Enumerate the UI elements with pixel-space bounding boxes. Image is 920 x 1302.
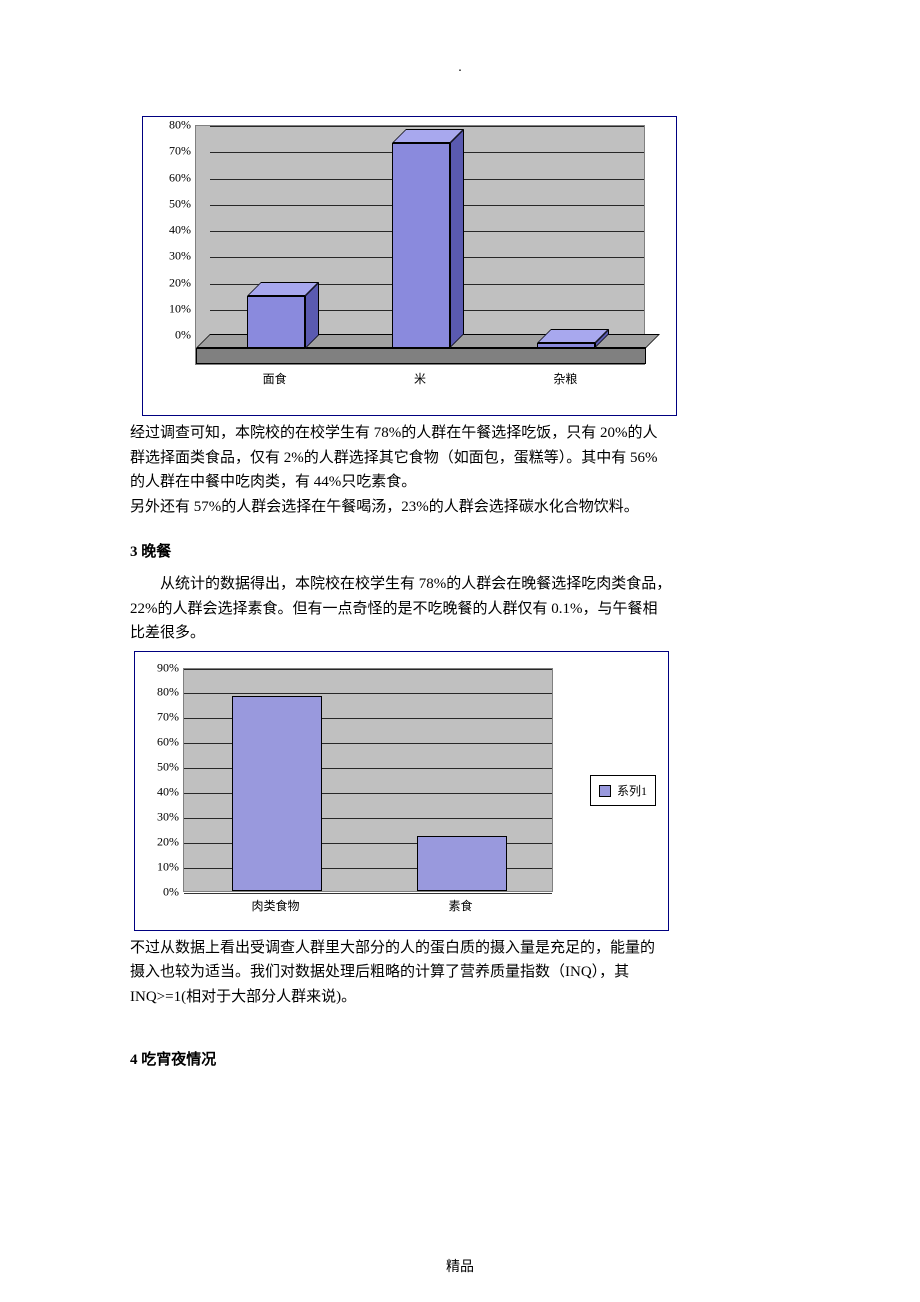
chart2-legend: 系列1	[590, 775, 656, 806]
chart1-y-labels: 0%10%20%30%40%50%60%70%80%	[155, 125, 193, 365]
para3-line1: 不过从数据上看出受调查人群里大部分的人的蛋白质的摄入量是充足的，能量的	[130, 937, 790, 960]
chart2-x-tick: 素食	[368, 897, 553, 914]
chart2-wrap: 0%10%20%30%40%50%60%70%80%90% 肉类食物素食	[143, 668, 580, 914]
chart2-y-tick: 30%	[157, 809, 179, 824]
chart1-wrap: 0%10%20%30%40%50%60%70%80% 面食米杂粮	[155, 125, 645, 387]
chart2-plot-area	[183, 668, 553, 892]
chart2-bar	[232, 696, 322, 890]
chart2-x-tick: 肉类食物	[183, 897, 368, 914]
chart2-y-tick: 60%	[157, 735, 179, 750]
chart1-y-tick: 0%	[175, 328, 191, 343]
header-dot: .	[130, 60, 790, 76]
chart2-x-labels: 肉类食物素食	[183, 897, 553, 914]
footer-text: 精品	[0, 1256, 920, 1276]
heading-dinner: 3 晚餐	[130, 540, 790, 561]
para1-line4: 另外还有 57%的人群会选择在午餐喝汤，23%的人群会选择碳水化合物饮料。	[130, 496, 790, 519]
chart1-bar	[392, 129, 464, 348]
chart1-x-tick: 杂粮	[493, 370, 638, 387]
para3-line3: INQ>=1(相对于大部分人群来说)。	[130, 986, 790, 1009]
chart2-y-labels: 0%10%20%30%40%50%60%70%80%90%	[143, 668, 181, 892]
chart1-x-tick: 面食	[202, 370, 347, 387]
chart2-y-tick: 90%	[157, 660, 179, 675]
chart2-y-tick: 70%	[157, 710, 179, 725]
para3-line2: 摄入也较为适当。我们对数据处理后粗略的计算了营养质量指数（INQ），其	[130, 961, 790, 984]
para1-line3: 的人群在中餐中吃肉类，有 44%只吃素食。	[130, 471, 790, 494]
legend-swatch	[599, 785, 611, 797]
chart1-y-tick: 10%	[169, 301, 191, 316]
chart2-y-tick: 0%	[163, 884, 179, 899]
chart1-y-tick: 40%	[169, 223, 191, 238]
legend-label: 系列1	[617, 782, 647, 799]
chart1-x-tick: 米	[347, 370, 492, 387]
chart2-y-tick: 10%	[157, 859, 179, 874]
para2-line3: 比差很多。	[130, 622, 790, 645]
chart-lunch-staple: 0% 10% 20% 30% 40% 50% 60% 70% 80% 面食米杂粮	[142, 116, 677, 416]
document-page: . 0% 10% 20% 30% 40% 50% 60% 70% 80% 面食米杂粮 经过调查可…	[0, 0, 920, 1302]
para1-line2: 群选择面类食品，仅有 2%的人群选择其它食物（如面包，蛋糕等）。其中有 56%	[130, 447, 790, 470]
chart2-y-tick: 40%	[157, 784, 179, 799]
chart2-y-tick: 50%	[157, 760, 179, 775]
chart1-x-labels: 面食米杂粮	[195, 370, 645, 387]
chart1-y-tick: 60%	[169, 170, 191, 185]
chart1-bar	[247, 282, 319, 349]
chart1-y-tick: 30%	[169, 249, 191, 264]
chart2-y-tick: 80%	[157, 685, 179, 700]
chart1-y-tick: 80%	[169, 118, 191, 133]
chart2-y-tick: 20%	[157, 834, 179, 849]
chart2-bar	[417, 836, 507, 891]
chart-dinner-food: 0% 10% 20% 30% 40% 50% 60% 70% 80% 90% 肉类食物素食 系列1	[134, 651, 669, 931]
para1-line1: 经过调查可知，本院校的在校学生有 78%的人群在午餐选择吃饭，只有 20%的人	[130, 422, 790, 445]
chart1-y-tick: 20%	[169, 275, 191, 290]
chart1-y-tick: 70%	[169, 144, 191, 159]
chart1-bar	[537, 329, 609, 348]
chart1-plot-area	[195, 125, 645, 365]
para2-line1: 从统计的数据得出，本院校在校学生有 78%的人群会在晚餐选择吃肉类食品，	[130, 573, 790, 596]
heading-night-snack: 4 吃宵夜情况	[130, 1048, 790, 1069]
chart1-y-tick: 50%	[169, 196, 191, 211]
para2-line2: 22%的人群会选择素食。但有一点奇怪的是不吃晚餐的人群仅有 0.1%，与午餐相	[130, 598, 790, 621]
